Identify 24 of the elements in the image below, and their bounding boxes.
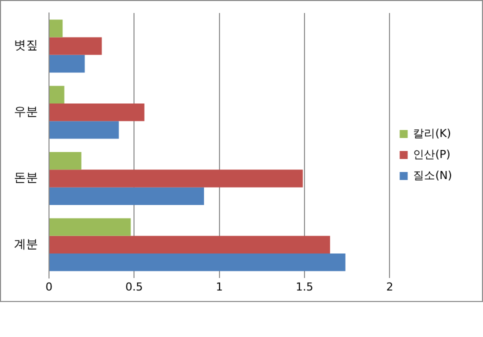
- legend-label: 질소(N): [413, 168, 452, 182]
- y-tick-label: 볏짚: [14, 38, 38, 52]
- x-tick-label: 2: [386, 280, 394, 294]
- y-tick-label: 계분: [14, 236, 38, 251]
- x-tick-label: 1: [216, 280, 223, 294]
- bar: [50, 54, 85, 73]
- legend-label: 칼리(K): [413, 126, 451, 140]
- bar: [50, 170, 303, 188]
- bar: [50, 121, 119, 139]
- x-tick-label: 0: [46, 280, 52, 294]
- bar: [50, 20, 63, 38]
- bar: [50, 37, 102, 55]
- bar: [50, 86, 64, 104]
- x-tick-label: 0.5: [125, 280, 143, 294]
- bar: [50, 103, 144, 122]
- bar: [50, 236, 330, 254]
- bar: [50, 152, 82, 170]
- bar: [50, 218, 131, 236]
- y-tick-label: 우분: [14, 104, 38, 118]
- bar: [50, 187, 204, 205]
- y-tick-label: 돈분: [14, 170, 38, 185]
- legend-label: 인산(P): [413, 148, 450, 161]
- bar: [50, 254, 346, 272]
- x-tick-label: 1.5: [296, 280, 314, 294]
